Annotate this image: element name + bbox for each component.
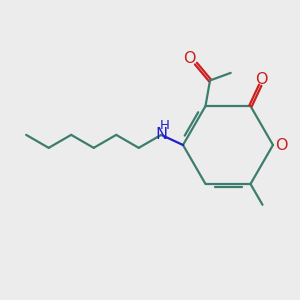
Text: N: N xyxy=(155,128,167,142)
Text: H: H xyxy=(159,119,169,132)
Text: O: O xyxy=(275,139,287,154)
Text: O: O xyxy=(255,72,268,87)
Text: O: O xyxy=(184,51,196,66)
